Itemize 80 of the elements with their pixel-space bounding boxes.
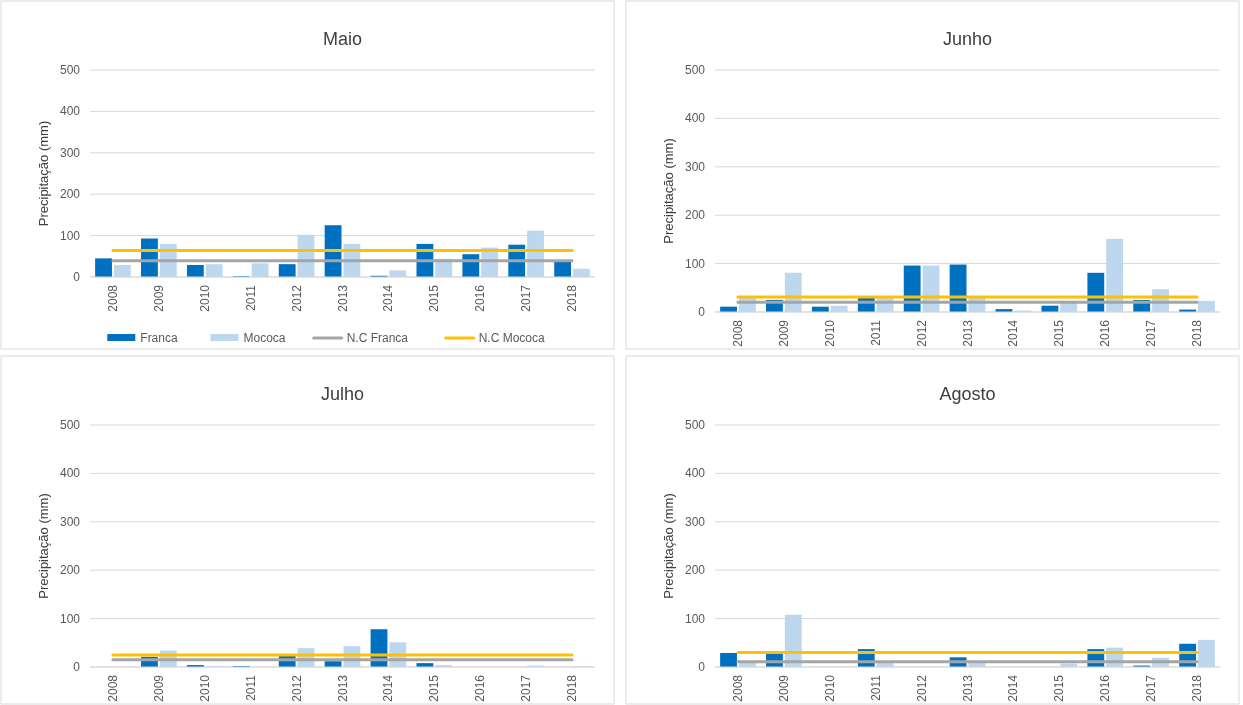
x-tick-label: 2012	[914, 319, 929, 347]
x-tick-label: 2014	[381, 284, 396, 312]
chart-title: Julho	[320, 384, 365, 404]
y-tick-label: 200	[59, 187, 81, 202]
y-tick-label: 200	[59, 563, 81, 578]
x-tick-label: 2009	[151, 284, 166, 312]
y-tick-label: 400	[59, 104, 81, 119]
x-tick-label: 2008	[105, 284, 120, 312]
x-tick-label: 2018	[565, 284, 580, 312]
x-tick-label: 2014	[381, 674, 396, 702]
y-tick-label: 500	[684, 63, 706, 77]
y-tick-label: 200	[684, 208, 706, 223]
x-tick-label: 2017	[1144, 319, 1159, 347]
y-tick-label: 400	[59, 466, 81, 481]
y-axis-title: Precipitação (mm)	[36, 120, 51, 227]
x-tick-label: 2010	[197, 674, 212, 702]
x-tick-label: 2009	[151, 674, 166, 702]
x-tick-label: 2008	[105, 674, 120, 702]
x-tick-label: 2013	[960, 674, 975, 702]
y-tick-label: 400	[684, 466, 706, 481]
x-tick-label: 2008	[730, 319, 745, 347]
y-tick-label: 300	[59, 514, 81, 529]
y-tick-label: 300	[684, 159, 706, 174]
x-tick-label: 2015	[427, 284, 442, 312]
y-axis-title: Precipitação (mm)	[36, 493, 51, 599]
chart-title: Maio	[322, 29, 363, 49]
x-tick-label: 2008	[730, 674, 745, 702]
x-tick-label: 2013	[335, 674, 350, 702]
x-tick-label: 2011	[243, 284, 258, 311]
x-tick-label: 2010	[822, 674, 837, 702]
x-tick-label: 2016	[473, 674, 488, 702]
x-tick-label: 2016	[1098, 674, 1113, 702]
x-tick-label: 2016	[473, 284, 488, 312]
x-tick-label: 2018	[565, 674, 580, 702]
legend-label: N.C Franca	[346, 331, 409, 345]
chart-title: Agosto	[939, 384, 996, 404]
y-tick-label: 300	[59, 145, 81, 160]
y-tick-label: 0	[698, 305, 706, 319]
x-tick-label: 2010	[822, 319, 837, 347]
y-tick-label: 400	[684, 111, 706, 126]
legend-label: Franca	[140, 331, 178, 345]
y-axis-title: Precipitação (mm)	[661, 493, 676, 599]
x-tick-label: 2015	[427, 674, 442, 702]
x-tick-label: 2011	[868, 319, 883, 346]
chart-title: Junho	[942, 29, 993, 49]
x-tick-label: 2018	[1190, 674, 1205, 702]
y-tick-label: 100	[59, 228, 81, 243]
y-tick-label: 500	[59, 63, 81, 77]
x-tick-label: 2016	[1098, 319, 1113, 347]
x-tick-label: 2013	[335, 284, 350, 312]
y-tick-label: 500	[684, 418, 706, 432]
y-tick-label: 100	[684, 256, 706, 271]
y-tick-label: 100	[684, 611, 706, 626]
y-tick-label: 300	[684, 514, 706, 529]
y-tick-label: 500	[59, 418, 81, 432]
y-tick-label: 200	[684, 563, 706, 578]
y-axis-title: Precipitação (mm)	[661, 138, 676, 244]
y-tick-label: 100	[59, 611, 81, 626]
x-tick-label: 2015	[1052, 319, 1067, 347]
x-tick-label: 2014	[1006, 674, 1021, 702]
x-tick-label: 2013	[960, 319, 975, 347]
legend-label: N.C Mococa	[478, 331, 546, 345]
x-tick-label: 2017	[519, 674, 534, 702]
x-tick-label: 2018	[1190, 319, 1205, 347]
x-tick-label: 2011	[868, 674, 883, 701]
x-tick-label: 2009	[776, 319, 791, 347]
x-tick-label: 2015	[1052, 674, 1067, 702]
x-tick-label: 2012	[289, 284, 304, 312]
x-tick-label: 2017	[1144, 674, 1159, 702]
y-tick-label: 0	[73, 270, 81, 284]
x-tick-label: 2017	[519, 284, 534, 312]
x-tick-label: 2012	[289, 674, 304, 702]
x-tick-label: 2009	[776, 674, 791, 702]
y-tick-label: 0	[73, 660, 81, 674]
x-tick-label: 2012	[914, 674, 929, 702]
x-tick-label: 2011	[243, 674, 258, 701]
x-tick-label: 2014	[1006, 319, 1021, 347]
y-tick-label: 0	[698, 660, 706, 674]
x-tick-label: 2010	[197, 284, 212, 312]
legend-label: Mococa	[243, 331, 286, 345]
